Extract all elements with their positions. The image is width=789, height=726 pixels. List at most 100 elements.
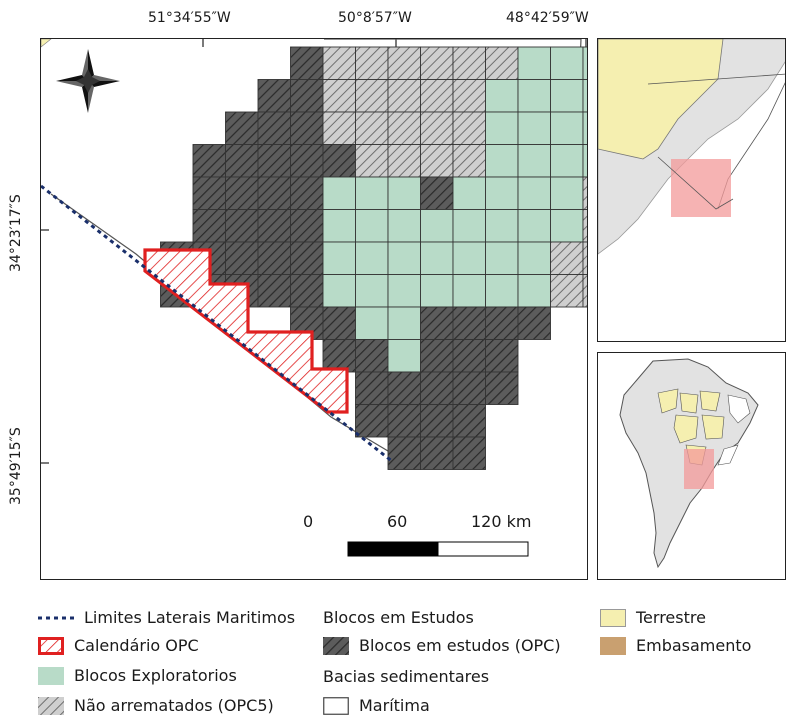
block-exploratorio — [486, 177, 519, 210]
block-nao-arrematado — [583, 210, 588, 243]
block-em-estudos — [291, 177, 324, 210]
block-em-estudos — [518, 307, 551, 340]
block-exploratorio — [421, 210, 454, 243]
main-map[interactable]: 0 60 120 km — [40, 38, 588, 580]
block-nao-arrematado — [453, 112, 486, 145]
block-exploratorio — [453, 210, 486, 243]
block-exploratorio — [518, 145, 551, 178]
block-em-estudos — [258, 177, 291, 210]
block-exploratorio — [421, 275, 454, 308]
inset-regional-map[interactable] — [597, 38, 786, 342]
block-em-estudos — [226, 112, 259, 145]
block-nao-arrematado — [583, 242, 588, 275]
block-exploratorio — [551, 177, 584, 210]
block-exploratorio — [453, 177, 486, 210]
block-nao-arrematado — [453, 80, 486, 113]
block-exploratorio — [356, 242, 389, 275]
legend-calendario: Calendário OPC — [38, 636, 199, 655]
block-exploratorio — [388, 307, 421, 340]
block-em-estudos — [291, 210, 324, 243]
block-em-estudos — [453, 307, 486, 340]
inset-continental-map[interactable] — [597, 352, 786, 580]
block-exploratorio — [518, 210, 551, 243]
block-em-estudos — [421, 405, 454, 438]
block-exploratorio — [518, 242, 551, 275]
coord-left-2: 35°49′15″S — [8, 427, 24, 505]
block-exploratorio — [356, 177, 389, 210]
inset-regional-canvas — [598, 39, 786, 342]
block-nao-arrematado — [388, 145, 421, 178]
block-exploratorio — [551, 210, 584, 243]
main-map-canvas — [41, 39, 588, 580]
block-exploratorio — [388, 340, 421, 373]
block-nao-arrematado — [323, 112, 356, 145]
block-exploratorio — [518, 275, 551, 308]
yellow-swatch — [600, 609, 626, 627]
legend-embasamento: Embasamento — [600, 636, 751, 655]
block-em-estudos — [193, 177, 226, 210]
legend-exploratorios: Blocos Exploratorios — [38, 666, 237, 685]
block-nao-arrematado — [388, 112, 421, 145]
block-em-estudos — [421, 372, 454, 405]
dashed-line-icon — [38, 609, 74, 627]
scale-label-120: 120 km — [471, 512, 531, 531]
legend-limites: Limites Laterais Maritimos — [38, 608, 295, 627]
legend-blocos-estudos-label: Blocos em estudos (OPC) — [359, 636, 561, 655]
block-exploratorio — [486, 242, 519, 275]
block-nao-arrematado — [421, 47, 454, 80]
block-em-estudos — [323, 340, 356, 373]
dark-hatched-swatch — [323, 637, 349, 655]
block-em-estudos — [258, 80, 291, 113]
block-em-estudos — [291, 145, 324, 178]
block-em-estudos — [291, 242, 324, 275]
block-em-estudos — [388, 405, 421, 438]
scale-label-60: 60 — [387, 512, 407, 531]
coord-top-3: 48°42′59″W — [506, 10, 589, 26]
block-exploratorio — [356, 307, 389, 340]
block-exploratorio — [583, 80, 588, 113]
block-exploratorio — [583, 145, 588, 178]
legend-maritima-label: Marítima — [359, 696, 430, 715]
block-exploratorio — [551, 112, 584, 145]
legend-limites-label: Limites Laterais Maritimos — [84, 608, 295, 627]
block-nao-arrematado — [356, 112, 389, 145]
block-nao-arrematado — [551, 242, 584, 275]
legend-head-blocos-estudos: Blocos em Estudos — [323, 608, 474, 627]
block-em-estudos — [421, 340, 454, 373]
block-exploratorio — [323, 210, 356, 243]
block-em-estudos — [453, 340, 486, 373]
scale-bar — [348, 542, 528, 556]
block-nao-arrematado — [323, 47, 356, 80]
coord-top-2: 50°8′57″W — [338, 10, 412, 26]
block-em-estudos — [486, 372, 519, 405]
block-exploratorio — [486, 112, 519, 145]
gray-hatched-swatch — [38, 697, 64, 715]
block-nao-arrematado — [356, 145, 389, 178]
legend-embasamento-label: Embasamento — [636, 636, 751, 655]
block-em-estudos — [258, 242, 291, 275]
block-nao-arrematado — [583, 177, 588, 210]
block-em-estudos — [291, 47, 324, 80]
inset-highlight-box — [671, 159, 731, 217]
block-em-estudos — [323, 307, 356, 340]
block-exploratorio — [453, 242, 486, 275]
block-em-estudos — [421, 307, 454, 340]
block-em-estudos — [453, 437, 486, 470]
block-exploratorio — [453, 275, 486, 308]
block-exploratorio — [518, 177, 551, 210]
legend-terrestre: Terrestre — [600, 608, 706, 627]
block-em-estudos — [323, 145, 356, 178]
block-exploratorio — [551, 47, 584, 80]
block-nao-arrematado — [453, 47, 486, 80]
block-exploratorio — [388, 275, 421, 308]
block-em-estudos — [193, 145, 226, 178]
compass-rose-icon — [56, 49, 120, 113]
legend-maritima: Marítima — [323, 696, 430, 715]
block-em-estudos — [258, 145, 291, 178]
terrestre-corner — [41, 39, 51, 47]
block-em-estudos — [388, 372, 421, 405]
block-exploratorio — [486, 80, 519, 113]
block-exploratorio — [323, 275, 356, 308]
coord-top-1: 51°34′55″W — [148, 10, 231, 26]
legend-terrestre-label: Terrestre — [636, 608, 706, 627]
